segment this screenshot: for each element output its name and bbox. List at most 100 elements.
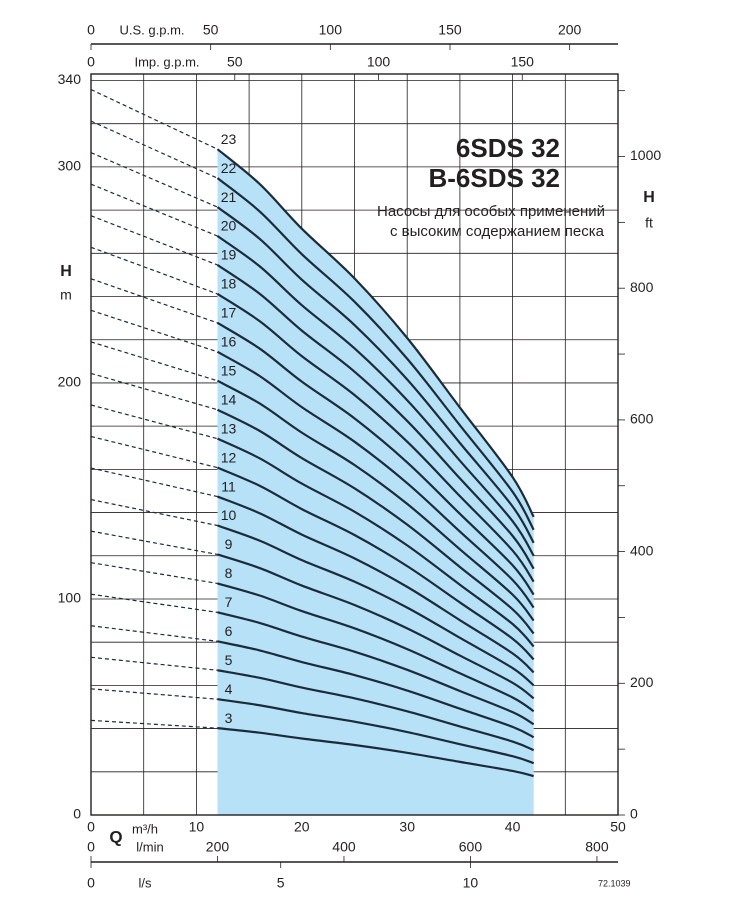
- curve: [216, 148, 535, 518]
- stage-label: 12: [221, 449, 237, 465]
- secondary-tick-label: 0: [87, 875, 95, 891]
- curve-dashed: [90, 372, 218, 411]
- x-tick-label: 40: [505, 819, 521, 835]
- stage-label: 13: [221, 420, 237, 436]
- curve: [216, 264, 535, 570]
- y2-axis-label: H: [643, 189, 655, 206]
- y2-tick-label: 0: [630, 806, 638, 822]
- stage-label: 17: [221, 305, 237, 321]
- secondary-tick-label: 200: [558, 22, 582, 38]
- curve: [217, 524, 535, 687]
- curve-dashed: [90, 593, 218, 613]
- x-tick-label: 30: [399, 819, 415, 835]
- secondary-tick-label: 10: [463, 875, 479, 891]
- q-label: Q: [109, 827, 122, 846]
- curve: [216, 408, 535, 635]
- stage-label: 14: [221, 391, 237, 407]
- x-tick-label: 50: [610, 819, 626, 835]
- secondary-axis-label: l/s: [139, 875, 153, 890]
- curve: [217, 727, 534, 778]
- secondary-tick-label: 100: [367, 54, 391, 70]
- curve: [216, 206, 535, 544]
- secondary-axis-label: U.S. g.p.m.: [119, 22, 184, 37]
- secondary-tick-label: 0: [87, 54, 95, 70]
- curve-dashed: [90, 656, 218, 671]
- curve: [216, 235, 535, 557]
- secondary-tick-label: 100: [319, 22, 343, 38]
- x-tick-label: 0: [87, 819, 95, 835]
- curve: [217, 553, 535, 700]
- curve-dashed: [90, 562, 218, 585]
- y-tick-label: 200: [58, 374, 82, 390]
- y-axis-unit: m: [60, 287, 72, 303]
- subtitle: Насосы для особых применений: [377, 203, 605, 220]
- stage-label: 4: [225, 681, 233, 697]
- curve-dashed: [90, 435, 218, 469]
- stage-label: 11: [221, 478, 236, 494]
- curve-dashed: [90, 309, 218, 353]
- y2-axis-unit: ft: [645, 215, 653, 231]
- y-tick-label: 0: [73, 806, 81, 822]
- y-tick-label: 300: [58, 158, 82, 174]
- curve-dashed: [90, 152, 218, 208]
- curve-dashed: [90, 404, 218, 440]
- plot-frame: [90, 73, 619, 816]
- stage-label: 21: [221, 189, 237, 205]
- curve-dashed: [90, 719, 218, 729]
- secondary-tick-label: 50: [203, 22, 219, 38]
- curve: [217, 611, 535, 726]
- stage-label: 5: [225, 652, 233, 668]
- x-tick-label: 20: [294, 819, 310, 835]
- secondary-tick-label: 200: [206, 839, 230, 855]
- y2-tick-label: 200: [630, 674, 654, 690]
- secondary-axis-label: l/min: [136, 839, 163, 854]
- curve: [217, 640, 535, 739]
- curve-dashed: [90, 530, 218, 556]
- stage-label: 9: [225, 536, 233, 552]
- y-axis-label: H: [60, 263, 72, 280]
- secondary-axis-label: Imp. g.p.m.: [134, 54, 199, 69]
- secondary-tick-label: 5: [277, 875, 285, 891]
- curve-dashed: [90, 341, 218, 382]
- curve: [217, 669, 535, 752]
- stage-label: 18: [221, 276, 237, 292]
- y2-tick-label: 400: [630, 542, 654, 558]
- y2-tick-label: 600: [630, 411, 654, 427]
- stage-label: 16: [221, 334, 237, 350]
- stage-label: 15: [221, 362, 237, 378]
- stage-label: 8: [225, 565, 233, 581]
- curve-dashed: [90, 499, 218, 527]
- curve-dashed: [90, 215, 218, 266]
- curve-dashed: [90, 688, 218, 700]
- stage-label: 23: [221, 131, 237, 147]
- stage-label: 3: [225, 710, 233, 726]
- x-axis-label: m³/h: [132, 821, 158, 836]
- curve-dashed: [90, 467, 218, 498]
- code: 72.1039: [598, 878, 631, 888]
- curve: [216, 321, 535, 596]
- secondary-tick-label: 400: [332, 839, 356, 855]
- chart-title: 6SDS 32: [456, 133, 560, 163]
- y-tick-label: 100: [58, 590, 82, 606]
- curve-dashed: [90, 183, 218, 237]
- stage-label: 20: [221, 218, 237, 234]
- chart-title: B-6SDS 32: [429, 163, 561, 193]
- stage-label: 6: [225, 623, 233, 639]
- curve-dashed: [90, 120, 218, 179]
- curve: [217, 582, 535, 713]
- curve: [216, 292, 535, 583]
- curve: [217, 698, 535, 765]
- x-tick-label: 10: [189, 819, 205, 835]
- secondary-tick-label: 150: [438, 22, 462, 38]
- curve: [217, 495, 535, 674]
- secondary-tick-label: 0: [87, 839, 95, 855]
- curve: [216, 379, 535, 622]
- y2-tick-label: 800: [630, 279, 654, 295]
- stage-label: 22: [221, 160, 237, 176]
- secondary-tick-label: 800: [585, 839, 609, 855]
- curve-dashed: [90, 625, 218, 642]
- curve: [217, 466, 535, 661]
- y2-tick-label: 1000: [630, 147, 661, 163]
- y-tick-label: 340: [58, 71, 82, 87]
